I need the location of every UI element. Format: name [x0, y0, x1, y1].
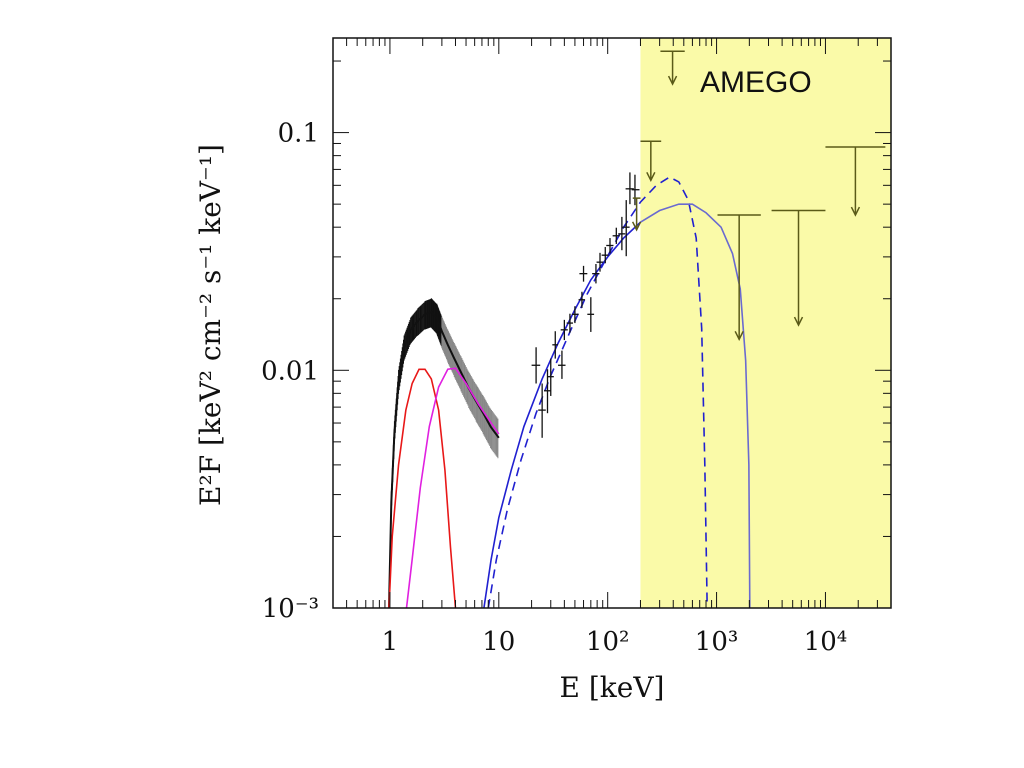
upper-limit	[717, 214, 761, 341]
data-point	[592, 264, 600, 284]
x-axis-title: E [keV]	[560, 671, 665, 704]
upper-limit-arrowhead	[850, 206, 861, 217]
y-tick-label: 0.1	[278, 119, 319, 149]
data-point	[543, 369, 551, 414]
model-curve-5	[640, 203, 751, 608]
data-point	[596, 252, 604, 272]
data-point	[566, 313, 573, 333]
plot-layer: 1 10 10² 10³ 10⁴ 10⁻³ 0.01 0.1	[261, 37, 892, 657]
amego-band	[640, 38, 891, 608]
y-tick-label: 10⁻³	[262, 594, 319, 624]
x-tick-label: 10	[482, 627, 515, 657]
x-tick-label: 10⁴	[804, 627, 848, 657]
model-curve-2	[405, 367, 500, 608]
y-axis-title: E²F [keV² cm⁻² s⁻¹ keV⁻¹]	[194, 144, 227, 506]
data-point	[558, 350, 566, 379]
data-point	[552, 331, 559, 359]
model-curve-1	[388, 368, 457, 608]
upper-limit	[825, 146, 886, 217]
data-point	[612, 227, 620, 244]
upper-limit	[771, 209, 826, 327]
data-point	[579, 265, 588, 282]
upper-limit-arrowhead	[734, 330, 744, 341]
data-point	[587, 297, 595, 332]
upper-limit-arrowhead	[667, 75, 678, 86]
data-point	[578, 291, 586, 308]
model-curve-3	[483, 221, 642, 608]
data-point	[571, 306, 579, 324]
data-point	[547, 358, 554, 396]
x-tick-label: 10³	[695, 627, 739, 657]
data-point	[631, 174, 640, 206]
data-point	[606, 238, 614, 254]
amego-label: AMEGO	[700, 66, 812, 99]
plot-content	[387, 50, 886, 608]
axis-ticks	[332, 38, 892, 609]
upper-limit-arrowhead	[646, 171, 656, 182]
data-point	[618, 216, 626, 251]
upper-limit-arrowhead	[793, 316, 804, 327]
data-point	[622, 200, 630, 257]
upper-limit	[631, 197, 642, 232]
y-tick-label: 0.01	[261, 356, 319, 386]
upper-limit-arrowhead	[631, 221, 642, 232]
data-point	[560, 319, 568, 341]
data-point	[531, 347, 541, 384]
plot-frame	[332, 37, 892, 609]
x-tick-label: 1	[382, 627, 399, 657]
x-tick-label: 10²	[586, 627, 630, 657]
soft-data-band	[387, 298, 500, 608]
data-point	[625, 172, 634, 205]
data-point	[538, 383, 546, 438]
upper-limit	[660, 50, 685, 86]
upper-limit	[640, 140, 662, 182]
data-point	[601, 247, 609, 264]
